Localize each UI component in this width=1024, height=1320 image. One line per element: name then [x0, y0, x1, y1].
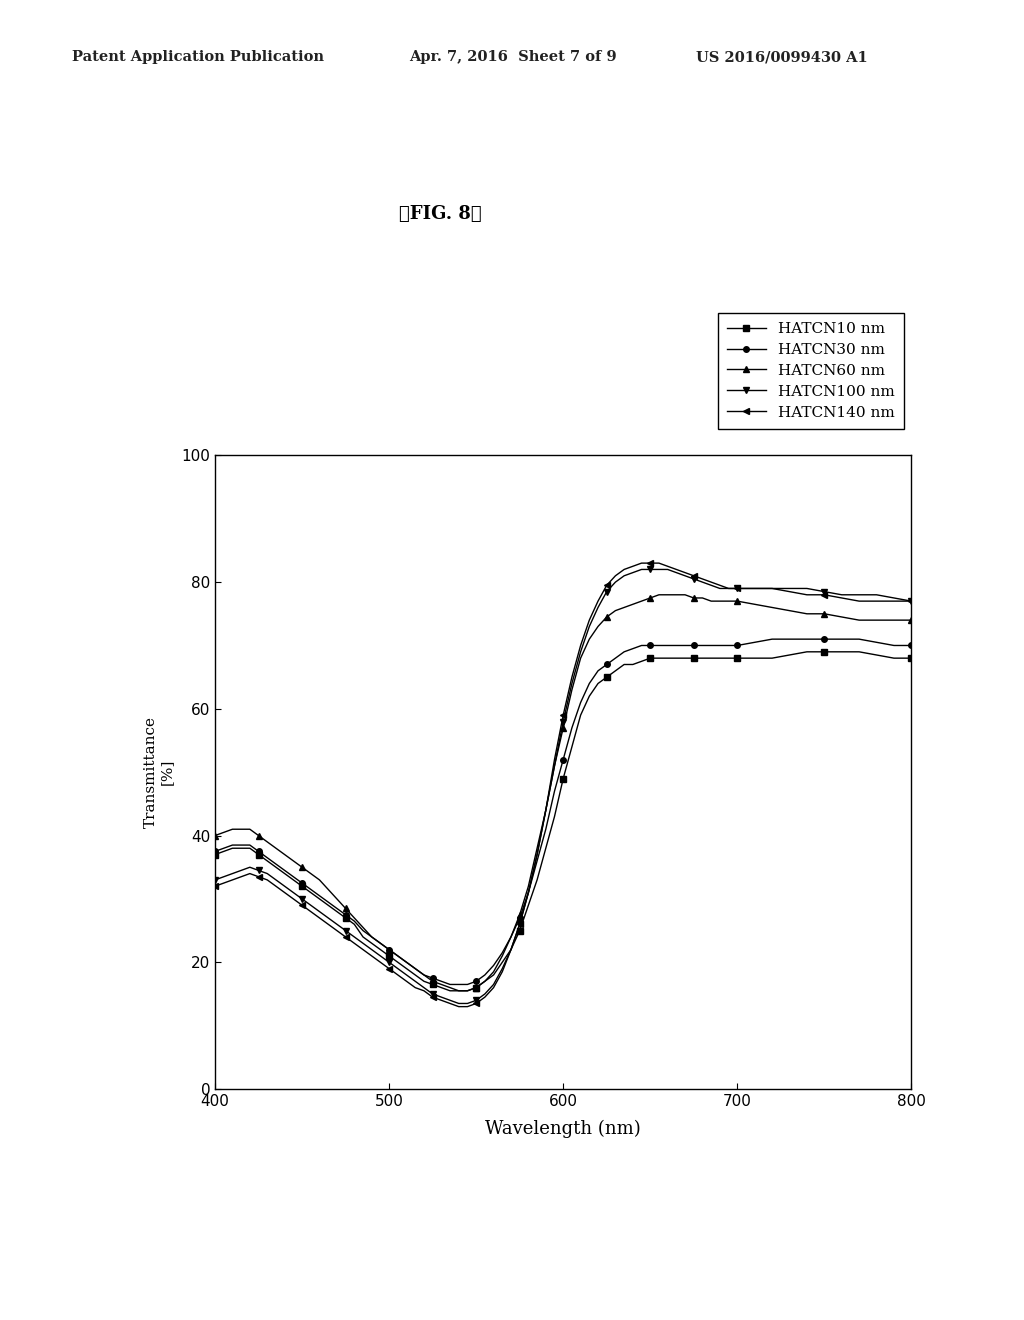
Line: HATCN140 nm: HATCN140 nm [212, 560, 914, 1010]
Line: HATCN30 nm: HATCN30 nm [212, 636, 914, 987]
Line: HATCN10 nm: HATCN10 nm [212, 649, 914, 994]
HATCN10 nm [513, 923, 526, 939]
HATCN100 nm [818, 583, 830, 599]
HATCN100 nm [453, 995, 465, 1011]
HATCN30 nm [209, 843, 221, 859]
HATCN30 nm [584, 676, 596, 692]
HATCN60 nm [870, 612, 883, 628]
Line: HATCN60 nm: HATCN60 nm [212, 591, 914, 994]
HATCN100 nm [905, 593, 918, 609]
HATCN60 nm [453, 983, 465, 999]
X-axis label: Wavelength (nm): Wavelength (nm) [485, 1119, 641, 1138]
HATCN100 nm [635, 561, 647, 577]
Text: Apr. 7, 2016  Sheet 7 of 9: Apr. 7, 2016 Sheet 7 of 9 [410, 50, 617, 65]
HATCN30 nm [870, 635, 883, 651]
HATCN140 nm [870, 593, 883, 609]
HATCN140 nm [226, 873, 239, 888]
HATCN140 nm [584, 612, 596, 628]
HATCN100 nm [226, 866, 239, 882]
HATCN30 nm [513, 909, 526, 925]
HATCN10 nm [905, 651, 918, 667]
HATCN10 nm [801, 644, 813, 660]
HATCN140 nm [453, 999, 465, 1015]
HATCN60 nm [226, 821, 239, 837]
HATCN60 nm [584, 631, 596, 647]
Line: HATCN100 nm: HATCN100 nm [212, 566, 914, 1006]
Text: 【FIG. 8】: 【FIG. 8】 [399, 205, 481, 223]
HATCN100 nm [209, 873, 221, 888]
HATCN100 nm [513, 916, 526, 932]
HATCN10 nm [818, 644, 830, 660]
HATCN140 nm [296, 898, 308, 913]
HATCN60 nm [905, 612, 918, 628]
HATCN60 nm [513, 907, 526, 923]
HATCN60 nm [653, 587, 666, 603]
HATCN30 nm [226, 837, 239, 853]
HATCN30 nm [766, 631, 778, 647]
HATCN10 nm [296, 878, 308, 894]
HATCN10 nm [870, 647, 883, 663]
HATCN140 nm [635, 556, 647, 572]
HATCN140 nm [905, 593, 918, 609]
HATCN60 nm [296, 859, 308, 875]
HATCN140 nm [209, 878, 221, 894]
HATCN10 nm [226, 841, 239, 857]
Legend: HATCN10 nm, HATCN30 nm, HATCN60 nm, HATCN100 nm, HATCN140 nm: HATCN10 nm, HATCN30 nm, HATCN60 nm, HATC… [718, 313, 904, 429]
HATCN140 nm [513, 916, 526, 932]
HATCN100 nm [870, 587, 883, 603]
HATCN60 nm [209, 828, 221, 843]
HATCN30 nm [444, 977, 457, 993]
HATCN30 nm [818, 631, 830, 647]
HATCN10 nm [584, 688, 596, 704]
HATCN140 nm [818, 587, 830, 603]
HATCN100 nm [584, 619, 596, 635]
HATCN30 nm [905, 638, 918, 653]
HATCN10 nm [444, 983, 457, 999]
HATCN30 nm [296, 875, 308, 891]
HATCN10 nm [209, 846, 221, 862]
Text: Patent Application Publication: Patent Application Publication [72, 50, 324, 65]
Y-axis label: Transmittance
[%]: Transmittance [%] [144, 717, 174, 828]
Text: US 2016/0099430 A1: US 2016/0099430 A1 [696, 50, 868, 65]
HATCN60 nm [818, 606, 830, 622]
HATCN100 nm [296, 891, 308, 907]
